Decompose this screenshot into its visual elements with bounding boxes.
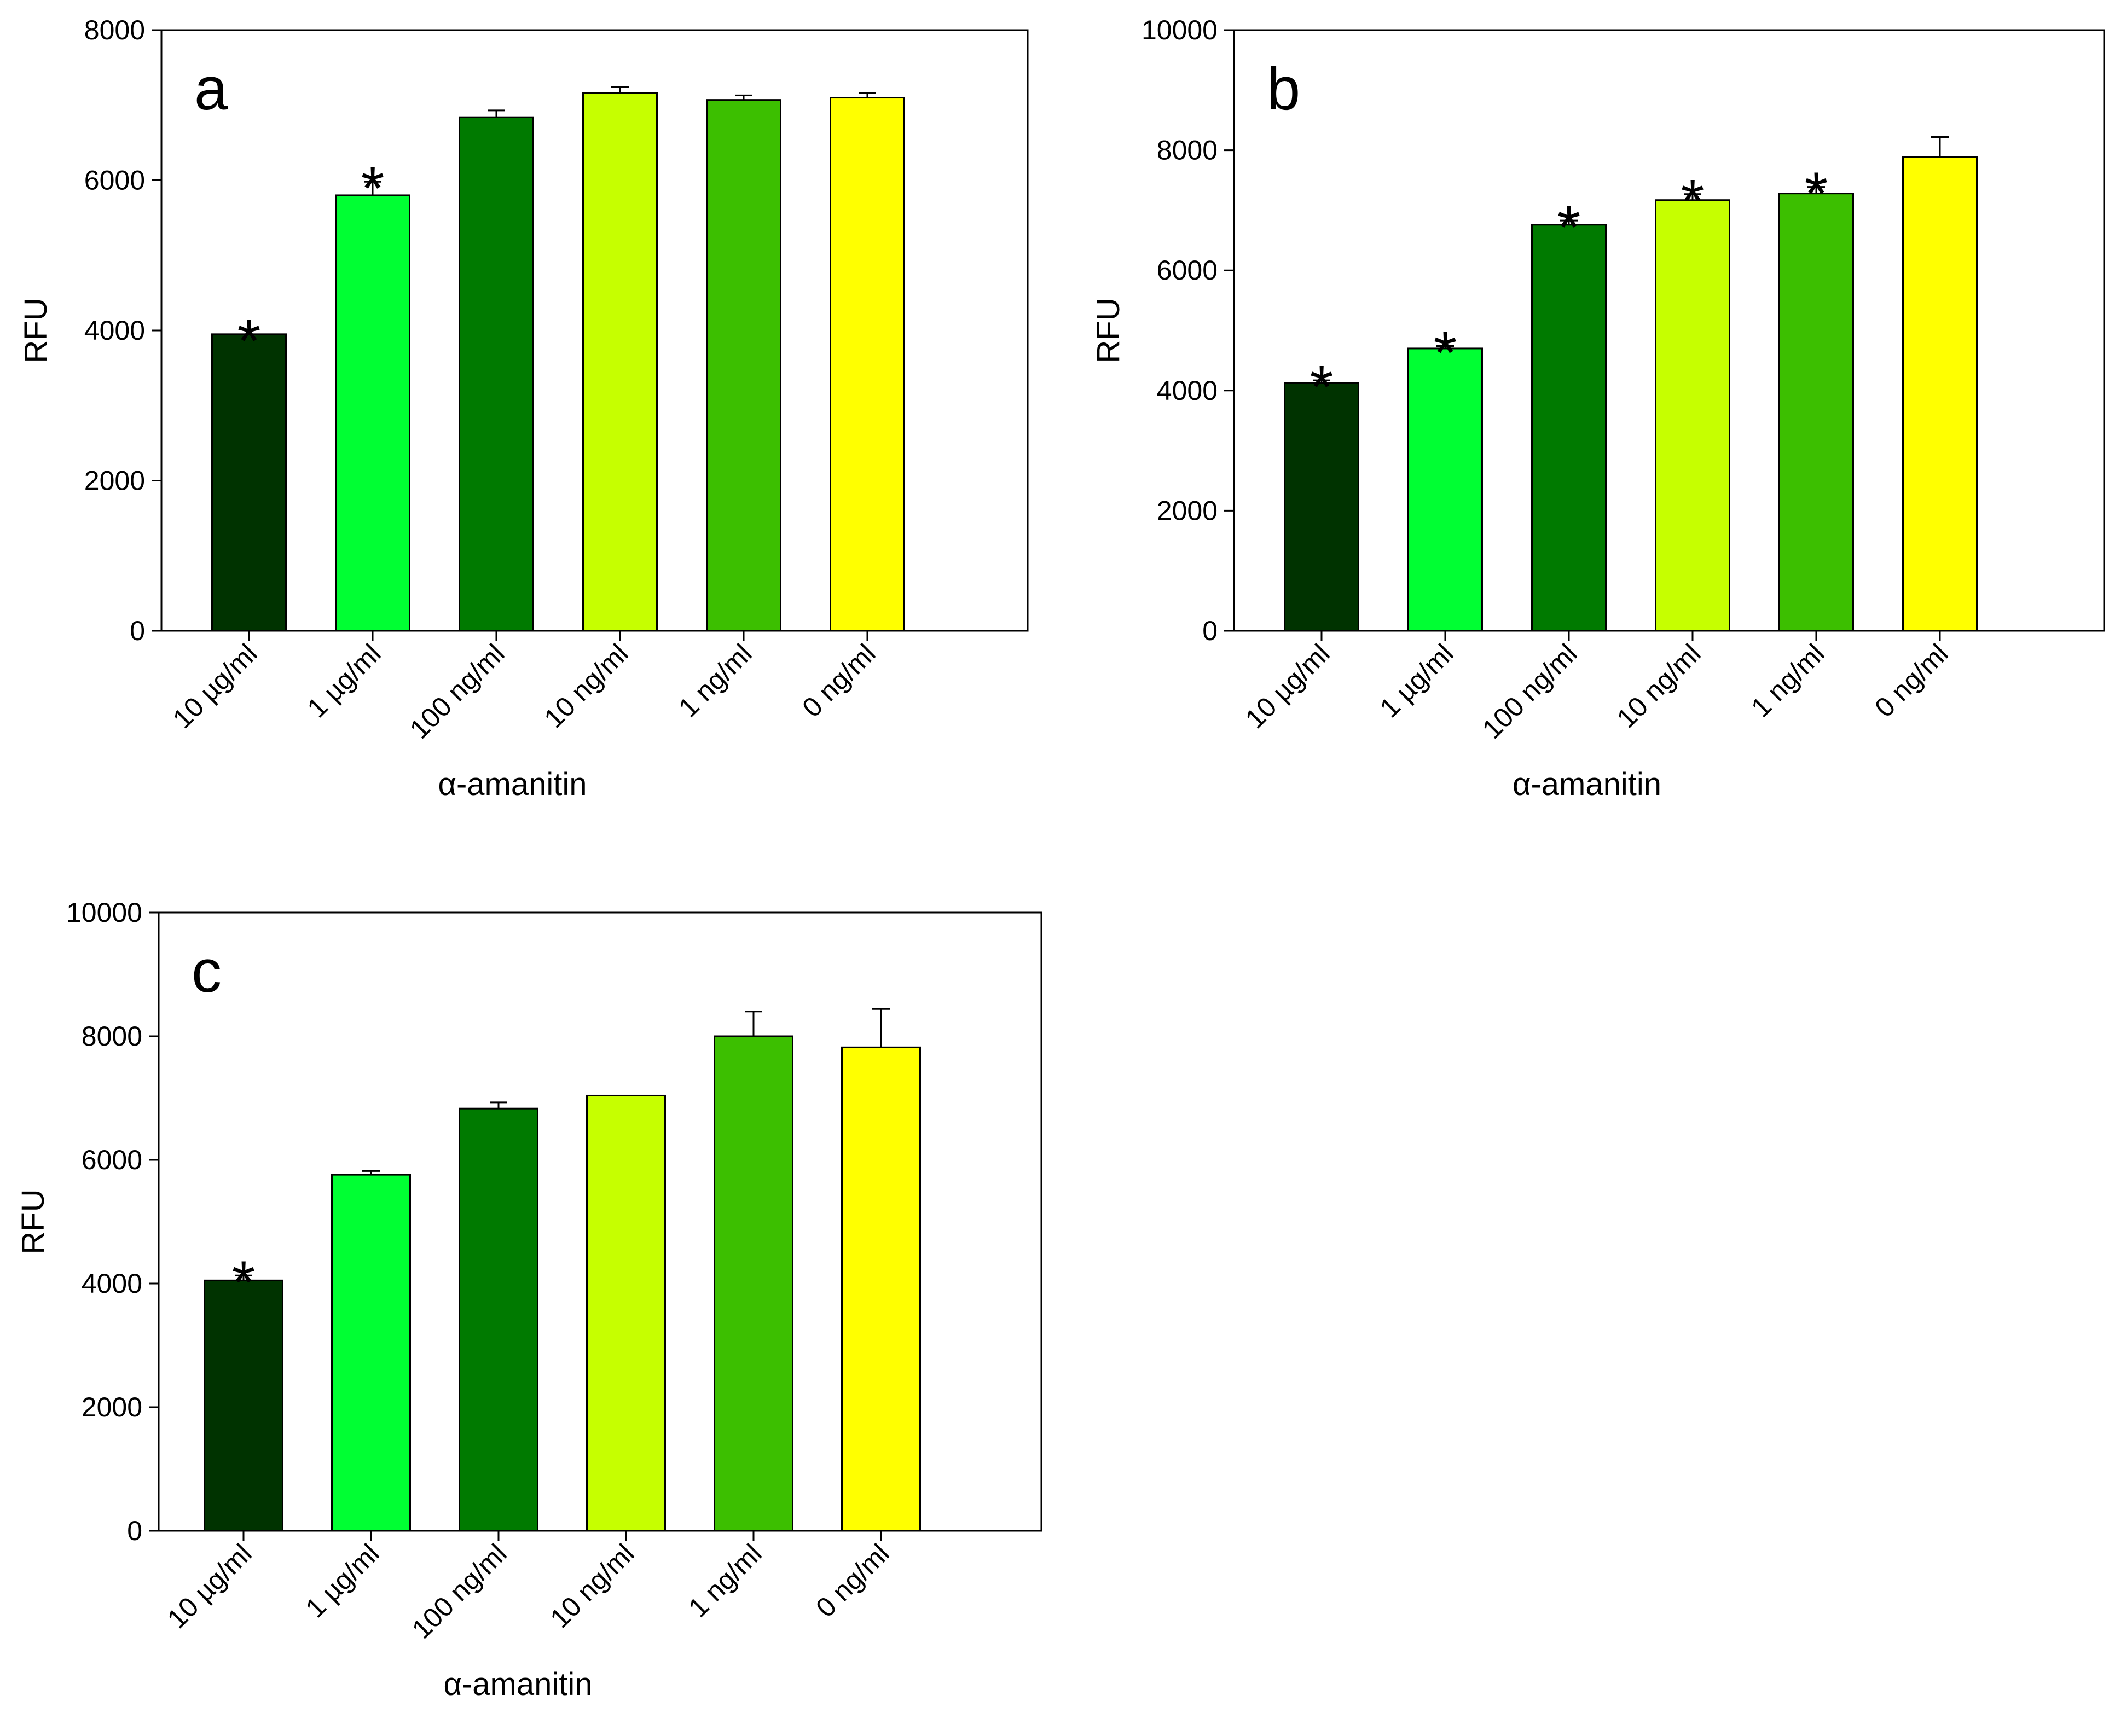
x-axis-title: α-amanitin — [438, 767, 587, 802]
x-tick-label: 100 ng/ml — [404, 638, 511, 745]
bar — [204, 1279, 283, 1532]
bar — [830, 97, 905, 632]
x-axis-title: α-amanitin — [1513, 767, 1661, 802]
bar — [335, 194, 410, 632]
x-tick-label: 10 ng/ml — [1611, 638, 1707, 734]
y-tick-label: 6000 — [84, 165, 145, 196]
significance-marker: * — [1681, 167, 1705, 235]
bar — [459, 116, 534, 632]
chart-panel-c: 0 2000 4000 6000 8000 10000 RFU c * 10 µg/ml 1 µg/… — [15, 897, 1042, 1702]
panel-label: c — [192, 938, 222, 1005]
bar — [586, 1094, 666, 1532]
y-axis-title: RFU — [18, 298, 54, 363]
significance-marker: * — [1557, 194, 1581, 261]
bar — [1778, 193, 1854, 632]
bar — [1531, 224, 1607, 632]
bar — [1655, 199, 1730, 632]
x-tick-label: 10 ng/ml — [538, 638, 634, 734]
y-axis-title: RFU — [1091, 298, 1126, 363]
y-tick-label: 4000 — [84, 315, 145, 346]
x-tick-label: 10 µg/ml — [167, 638, 263, 734]
y-tick-label: 10000 — [1142, 15, 1218, 45]
bar — [1902, 156, 1978, 632]
x-tick-label: 10 ng/ml — [544, 1538, 640, 1634]
y-tick-label: 10000 — [66, 897, 142, 928]
x-tick-label: 1 ng/ml — [682, 1538, 768, 1623]
chart-panel-b: 0 2000 4000 6000 8000 10000 RFU b * 10 µg/ml * 1 µg… — [1091, 15, 2105, 802]
bar — [714, 1035, 793, 1532]
significance-marker: * — [361, 155, 385, 222]
y-tick-label: 8000 — [1157, 135, 1218, 166]
bar — [1407, 347, 1483, 632]
y-tick-label: 0 — [127, 1516, 142, 1546]
y-tick-label: 6000 — [1157, 255, 1218, 286]
x-tick-label: 10 µg/ml — [161, 1538, 258, 1634]
y-tick-label: 2000 — [84, 466, 145, 496]
significance-marker: * — [232, 1249, 256, 1316]
significance-marker: * — [1310, 353, 1334, 421]
y-tick-label: 2000 — [82, 1392, 142, 1423]
y-tick-label: 8000 — [84, 15, 145, 45]
x-tick-label: 0 ng/ml — [796, 638, 882, 723]
x-tick-label: 1 ng/ml — [673, 638, 758, 723]
bar — [706, 99, 781, 632]
significance-marker: * — [1434, 320, 1457, 387]
bar — [459, 1107, 538, 1532]
bar — [582, 92, 658, 632]
x-tick-label: 1 µg/ml — [1374, 638, 1459, 723]
y-tick-label: 0 — [1202, 616, 1218, 646]
y-tick-label: 8000 — [82, 1021, 142, 1052]
x-tick-label: 1 µg/ml — [302, 638, 387, 723]
panel-label: b — [1267, 55, 1300, 123]
x-tick-label: 0 ng/ml — [1869, 638, 1954, 723]
bar — [331, 1174, 411, 1532]
panel-label: a — [194, 55, 228, 123]
x-tick-label: 0 ng/ml — [810, 1538, 895, 1623]
y-tick-label: 2000 — [1157, 495, 1218, 526]
x-tick-label: 1 ng/ml — [1745, 638, 1830, 723]
significance-marker: * — [1805, 160, 1828, 228]
y-axis-title: RFU — [15, 1189, 51, 1254]
y-tick-label: 0 — [130, 616, 145, 646]
x-tick-label: 10 µg/ml — [1239, 638, 1336, 734]
x-tick-label: 100 ng/ml — [1476, 638, 1583, 745]
bar — [211, 333, 287, 632]
x-tick-label: 100 ng/ml — [406, 1538, 513, 1645]
x-tick-label: 1 µg/ml — [300, 1538, 385, 1623]
bar — [841, 1046, 921, 1532]
y-tick-label: 6000 — [82, 1145, 142, 1175]
y-tick-label: 4000 — [82, 1268, 142, 1299]
y-tick-label: 4000 — [1157, 375, 1218, 406]
significance-marker: * — [237, 307, 261, 375]
x-axis-title: α-amanitin — [443, 1667, 592, 1702]
